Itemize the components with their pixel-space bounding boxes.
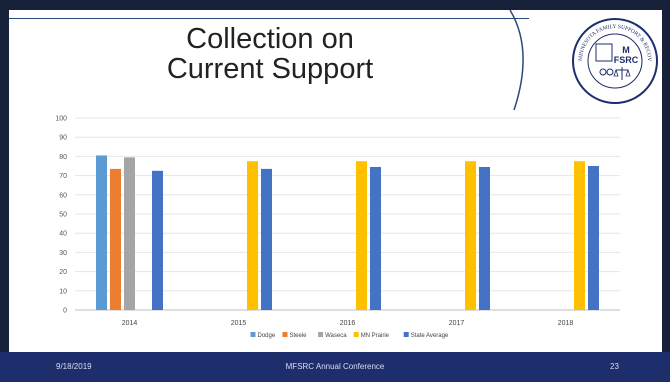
title-line-1: Collection on [186, 23, 354, 55]
legend-label: Steele [290, 333, 308, 339]
y-tick-label: 10 [59, 288, 67, 295]
bar-mn-prairie-2016 [356, 161, 367, 310]
y-tick-label: 0 [63, 308, 67, 315]
chart-gridlines [75, 117, 620, 311]
x-tick-label: 2016 [340, 320, 356, 327]
legend-swatch [282, 332, 288, 337]
bar-steele-2014 [110, 168, 121, 310]
y-tick-label: 60 [59, 192, 67, 199]
legend-swatch [250, 332, 256, 337]
header-curve [509, 10, 524, 110]
bar-dodge-2014 [96, 155, 107, 310]
y-tick-label: 90 [59, 135, 67, 142]
x-tick-label: 2015 [231, 320, 247, 327]
x-tick-label: 2017 [449, 320, 465, 327]
chart-legend: Dodge Steele Waseca MN Prairie State Average [250, 332, 449, 339]
frame-left-bar [0, 0, 9, 382]
footer-date: 9/18/2019 [56, 362, 92, 371]
frame-right-bar [662, 0, 670, 382]
header-rule [9, 10, 529, 19]
bar-chart: 0 10 20 30 40 50 60 70 80 90 100 2014 2015 2016 2017 20… [55, 116, 620, 339]
slide-title: Collection on Current Support [110, 24, 430, 84]
chart-labels: 0 10 20 30 40 50 60 70 80 90 100 2014 2015 2016 2017 20… [55, 116, 573, 328]
y-tick-label: 70 [59, 173, 67, 180]
logo-emblem-top: M [622, 45, 630, 55]
bar-waseca-2014 [124, 157, 135, 310]
legend-label: MN Prairie [361, 333, 390, 339]
y-tick-label: 30 [59, 250, 67, 257]
x-tick-label: 2018 [558, 320, 574, 327]
chart-bars [96, 155, 599, 310]
footer-conference: MFSRC Annual Conference [285, 362, 385, 371]
y-tick-label: 40 [59, 231, 67, 238]
frame-top-bar [0, 0, 670, 10]
title-line-2: Current Support [166, 53, 374, 85]
legend-label: Waseca [325, 333, 347, 339]
bar-state-average-2016 [370, 166, 381, 310]
footer-page-number: 23 [610, 362, 619, 371]
legend-label: Dodge [258, 333, 276, 339]
legend-swatch [318, 332, 324, 337]
bar-state-average-2017 [479, 166, 490, 310]
y-tick-label: 80 [59, 154, 67, 161]
legend-label: State Average [411, 333, 449, 339]
legend-swatch [403, 332, 409, 337]
footer-bar: 9/18/2019 MFSRC Annual Conference 23 [0, 352, 670, 382]
bar-state-average-2015 [261, 168, 272, 310]
bar-mn-prairie-2018 [574, 161, 585, 310]
mfsrc-logo: MINNESOTA FAMILY SUPPORT & RECOVERY COUN… [570, 12, 658, 104]
bar-mn-prairie-2015 [247, 161, 258, 310]
bar-state-average-2014 [152, 170, 163, 310]
logo-emblem-bottom: FSRC [614, 55, 639, 65]
legend-swatch [353, 332, 359, 337]
y-tick-label: 50 [59, 212, 67, 219]
bar-mn-prairie-2017 [465, 161, 476, 310]
bar-state-average-2018 [588, 166, 599, 310]
x-tick-label: 2014 [122, 320, 138, 327]
y-tick-label: 20 [59, 269, 67, 276]
y-tick-label: 100 [55, 116, 67, 123]
